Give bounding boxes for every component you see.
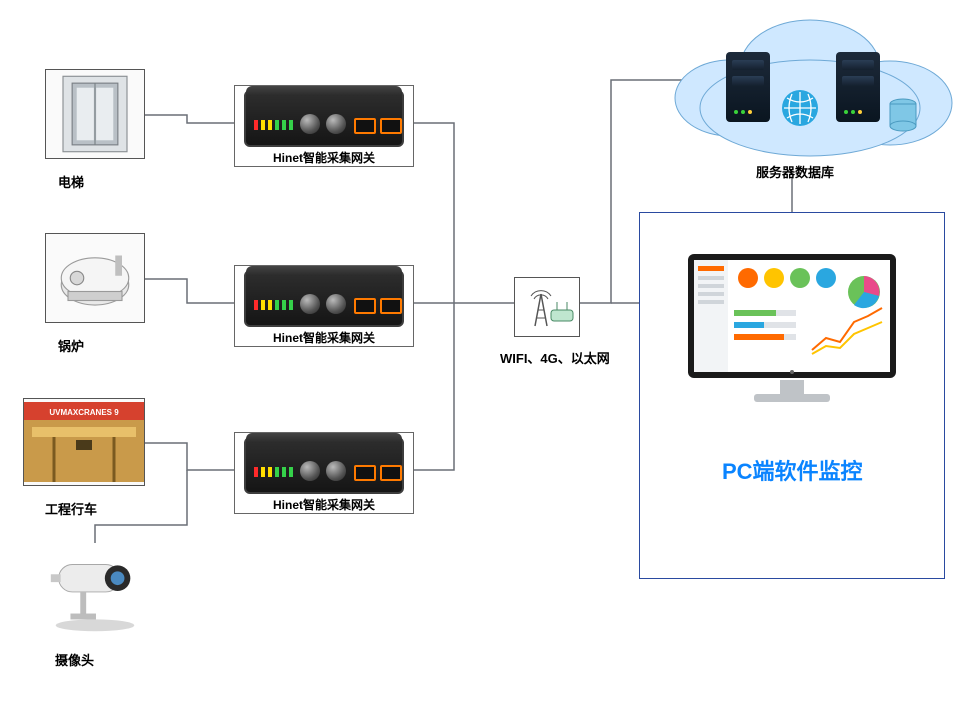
- svg-text:UVMAXCRANES 9: UVMAXCRANES 9: [49, 408, 119, 417]
- cloud-caption: 服务器数据库: [756, 162, 834, 181]
- device-crane: UVMAXCRANES 9: [23, 398, 145, 486]
- device-boiler: [45, 233, 145, 323]
- device-boiler-label: 锅炉: [58, 336, 84, 355]
- device-camera-label: 摄像头: [55, 650, 94, 669]
- device-camera: [41, 543, 149, 635]
- database-icon: [888, 98, 918, 134]
- gateway-1: Hinet智能采集网关: [234, 85, 414, 167]
- gateway-device-icon: [244, 90, 404, 147]
- gateway-leds: [254, 300, 293, 310]
- gateway-leds: [254, 467, 293, 477]
- device-elevator-label: 电梯: [58, 172, 84, 191]
- server-icon: [836, 52, 880, 122]
- gateway-3-caption: Hinet智能采集网关: [273, 496, 375, 513]
- gateway-2: Hinet智能采集网关: [234, 265, 414, 347]
- cloud-cluster: [660, 8, 960, 168]
- globe-icon: [780, 88, 820, 128]
- network-node: [514, 277, 580, 337]
- gateway-device-icon: [244, 437, 404, 494]
- server-icon: [726, 52, 770, 122]
- gateway-leds: [254, 120, 293, 130]
- device-elevator: [45, 69, 145, 159]
- gateway-2-caption: Hinet智能采集网关: [273, 329, 375, 346]
- monitor-icon: [684, 250, 900, 420]
- device-crane-label: 工程行车: [45, 499, 97, 518]
- gateway-device-icon: [244, 270, 404, 327]
- gateway-3: Hinet智能采集网关: [234, 432, 414, 514]
- gateway-1-caption: Hinet智能采集网关: [273, 149, 375, 166]
- pc-title: PC端软件监控: [722, 454, 863, 486]
- network-caption: WIFI、4G、以太网: [500, 348, 610, 367]
